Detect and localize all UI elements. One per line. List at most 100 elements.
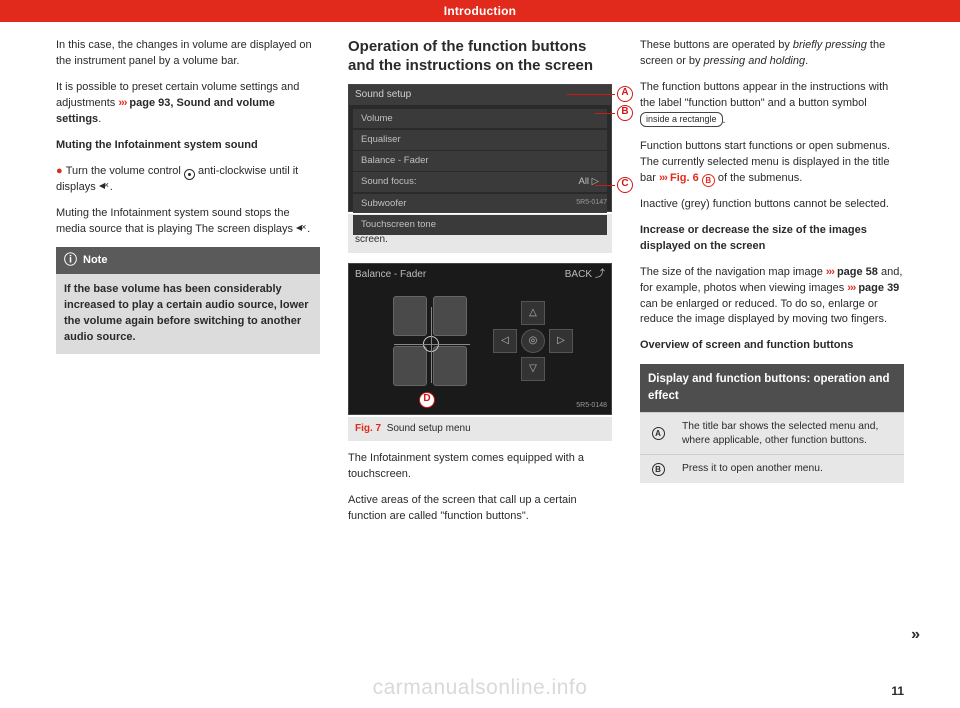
note-title: Note bbox=[83, 253, 107, 269]
marker-a-icon: A bbox=[652, 427, 665, 440]
marker-line bbox=[567, 94, 615, 96]
note-body: If the base volume has been considerably… bbox=[56, 274, 320, 354]
column-3: These buttons are operated by briefly pr… bbox=[640, 38, 904, 535]
marker-b-icon: B bbox=[652, 463, 665, 476]
crosshair-icon bbox=[423, 336, 439, 352]
text: All bbox=[578, 176, 589, 187]
function-button-table: Display and function buttons: operation … bbox=[640, 364, 904, 483]
menu-item: Subwoofer bbox=[353, 194, 607, 214]
dpad-down-icon: ▽ bbox=[521, 357, 545, 381]
section-heading: Operation of the function buttons and th… bbox=[348, 38, 612, 76]
italic: pressing and holding bbox=[704, 55, 806, 67]
header-band: Introduction bbox=[0, 0, 960, 22]
figure-ref-code: 5R5-0147 bbox=[576, 198, 607, 208]
subheading: Overview of screen and function buttons bbox=[640, 338, 904, 354]
info-icon: ⓘ bbox=[64, 251, 77, 270]
seat-icon bbox=[393, 296, 427, 336]
crossref: Fig. 6 bbox=[667, 172, 699, 184]
body-text: Active areas of the screen that call up … bbox=[348, 493, 612, 525]
menu-item: Equaliser bbox=[353, 130, 607, 150]
italic: briefly pressing bbox=[793, 39, 867, 51]
label: BACK bbox=[565, 268, 592, 283]
text: can be enlarged or reduced. To do so, en… bbox=[640, 298, 887, 326]
subheading: Increase or decrease the size of the ima… bbox=[640, 223, 904, 255]
label: Volume bbox=[361, 112, 393, 126]
subheading: Muting the Infotainment system sound bbox=[56, 138, 320, 154]
watermark: carmanualsonline.info bbox=[0, 676, 960, 700]
mute-icon bbox=[296, 223, 307, 233]
body-text: These buttons are operated by briefly pr… bbox=[640, 38, 904, 70]
table-row: A The title bar shows the selected menu … bbox=[640, 412, 904, 455]
seat-icon bbox=[433, 346, 467, 386]
figure-7: Balance - Fader BACK ⤴ △ ▽ ◁ bbox=[348, 263, 612, 415]
seat-diagram bbox=[387, 291, 473, 391]
volume-knob-icon bbox=[184, 169, 195, 180]
text: The function buttons appear in the instr… bbox=[640, 81, 888, 109]
content-columns: In this case, the changes in volume are … bbox=[0, 22, 960, 535]
marker-b: B bbox=[617, 105, 633, 121]
button-symbol-label: inside a rectangle bbox=[640, 112, 723, 127]
text: of the submenus. bbox=[715, 172, 802, 184]
fig7-title: Balance - Fader bbox=[355, 268, 426, 283]
marker-d: D bbox=[419, 392, 435, 408]
page: Introduction In this case, the changes i… bbox=[0, 0, 960, 708]
marker-ref-b: B bbox=[702, 174, 715, 187]
body-text: ● Turn the volume control anti-clockwise… bbox=[56, 164, 320, 196]
marker-c: C bbox=[617, 177, 633, 193]
bullet-icon: ● bbox=[56, 165, 66, 177]
body-text: Inactive (grey) function buttons cannot … bbox=[640, 197, 904, 213]
label: Touchscreen tone bbox=[361, 218, 436, 232]
fig7-top: Balance - Fader BACK ⤴ bbox=[349, 264, 611, 287]
fig7-body: △ ▽ ◁ ▷ ◎ bbox=[349, 286, 611, 396]
column-2: Operation of the function buttons and th… bbox=[348, 38, 612, 535]
text: These buttons are operated by bbox=[640, 39, 793, 51]
column-1: In this case, the changes in volume are … bbox=[56, 38, 320, 535]
note-box: ⓘ Note If the base volume has been consi… bbox=[56, 247, 320, 354]
table-header: Display and function buttons: operation … bbox=[640, 364, 904, 411]
marker-line bbox=[595, 113, 615, 115]
continuation-icon: » bbox=[911, 626, 920, 644]
text: Turn the volume control bbox=[66, 165, 184, 177]
menu-item: Balance - Fader bbox=[353, 151, 607, 171]
figure-6: Sound setup Volume Equaliser Balance - F… bbox=[348, 84, 612, 212]
table-row: B Press it to open another menu. bbox=[640, 454, 904, 483]
body-text: Muting the Infotainment system sound sto… bbox=[56, 206, 320, 238]
note-header: ⓘ Note bbox=[56, 247, 320, 274]
page-title: Introduction bbox=[444, 4, 516, 18]
dpad: △ ▽ ◁ ▷ ◎ bbox=[493, 301, 573, 381]
figure-7-caption: Fig. 7 Sound setup menu bbox=[348, 417, 612, 442]
row-key: B bbox=[640, 455, 676, 483]
crossref-arrows: ››› bbox=[826, 266, 834, 278]
figure-label: Fig. 7 bbox=[355, 423, 381, 434]
label: Sound focus: bbox=[361, 175, 416, 189]
dpad-up-icon: △ bbox=[521, 301, 545, 325]
dpad-right-icon: ▷ bbox=[549, 329, 573, 353]
back-icon: ⤴ bbox=[595, 268, 605, 283]
body-text: Function buttons start functions or open… bbox=[640, 139, 904, 187]
value: All ▷ bbox=[578, 175, 599, 189]
fig6-menu: Volume Equaliser Balance - Fader Sound f… bbox=[349, 105, 611, 238]
text: . bbox=[307, 223, 310, 235]
menu-item: Volume bbox=[353, 109, 607, 129]
body-text: The Infotainment system comes equipped w… bbox=[348, 451, 612, 483]
dpad-left-icon: ◁ bbox=[493, 329, 517, 353]
text: . bbox=[98, 113, 101, 125]
mute-icon bbox=[99, 181, 110, 191]
menu-item: Sound focus: All ▷ bbox=[353, 172, 607, 192]
body-text: The function buttons appear in the instr… bbox=[640, 80, 904, 129]
figure-ref-code: 5R5-0148 bbox=[576, 401, 607, 411]
text: Muting the Infotainment system sound sto… bbox=[56, 207, 296, 235]
body-text: In this case, the changes in volume are … bbox=[56, 38, 320, 70]
marker-line bbox=[595, 185, 615, 187]
body-text: It is possible to preset certain volume … bbox=[56, 80, 320, 128]
crossref: page 39 bbox=[855, 282, 899, 294]
text: The size of the navigation map image bbox=[640, 266, 826, 278]
text: . bbox=[110, 181, 113, 193]
text: . bbox=[805, 55, 808, 67]
body-text: The size of the navigation map image ›››… bbox=[640, 265, 904, 329]
dpad-center-icon: ◎ bbox=[521, 329, 545, 353]
row-value: The title bar shows the selected menu an… bbox=[676, 413, 904, 455]
label: Balance - Fader bbox=[361, 154, 429, 168]
crossref: page 58 bbox=[834, 266, 878, 278]
seat-icon bbox=[433, 296, 467, 336]
